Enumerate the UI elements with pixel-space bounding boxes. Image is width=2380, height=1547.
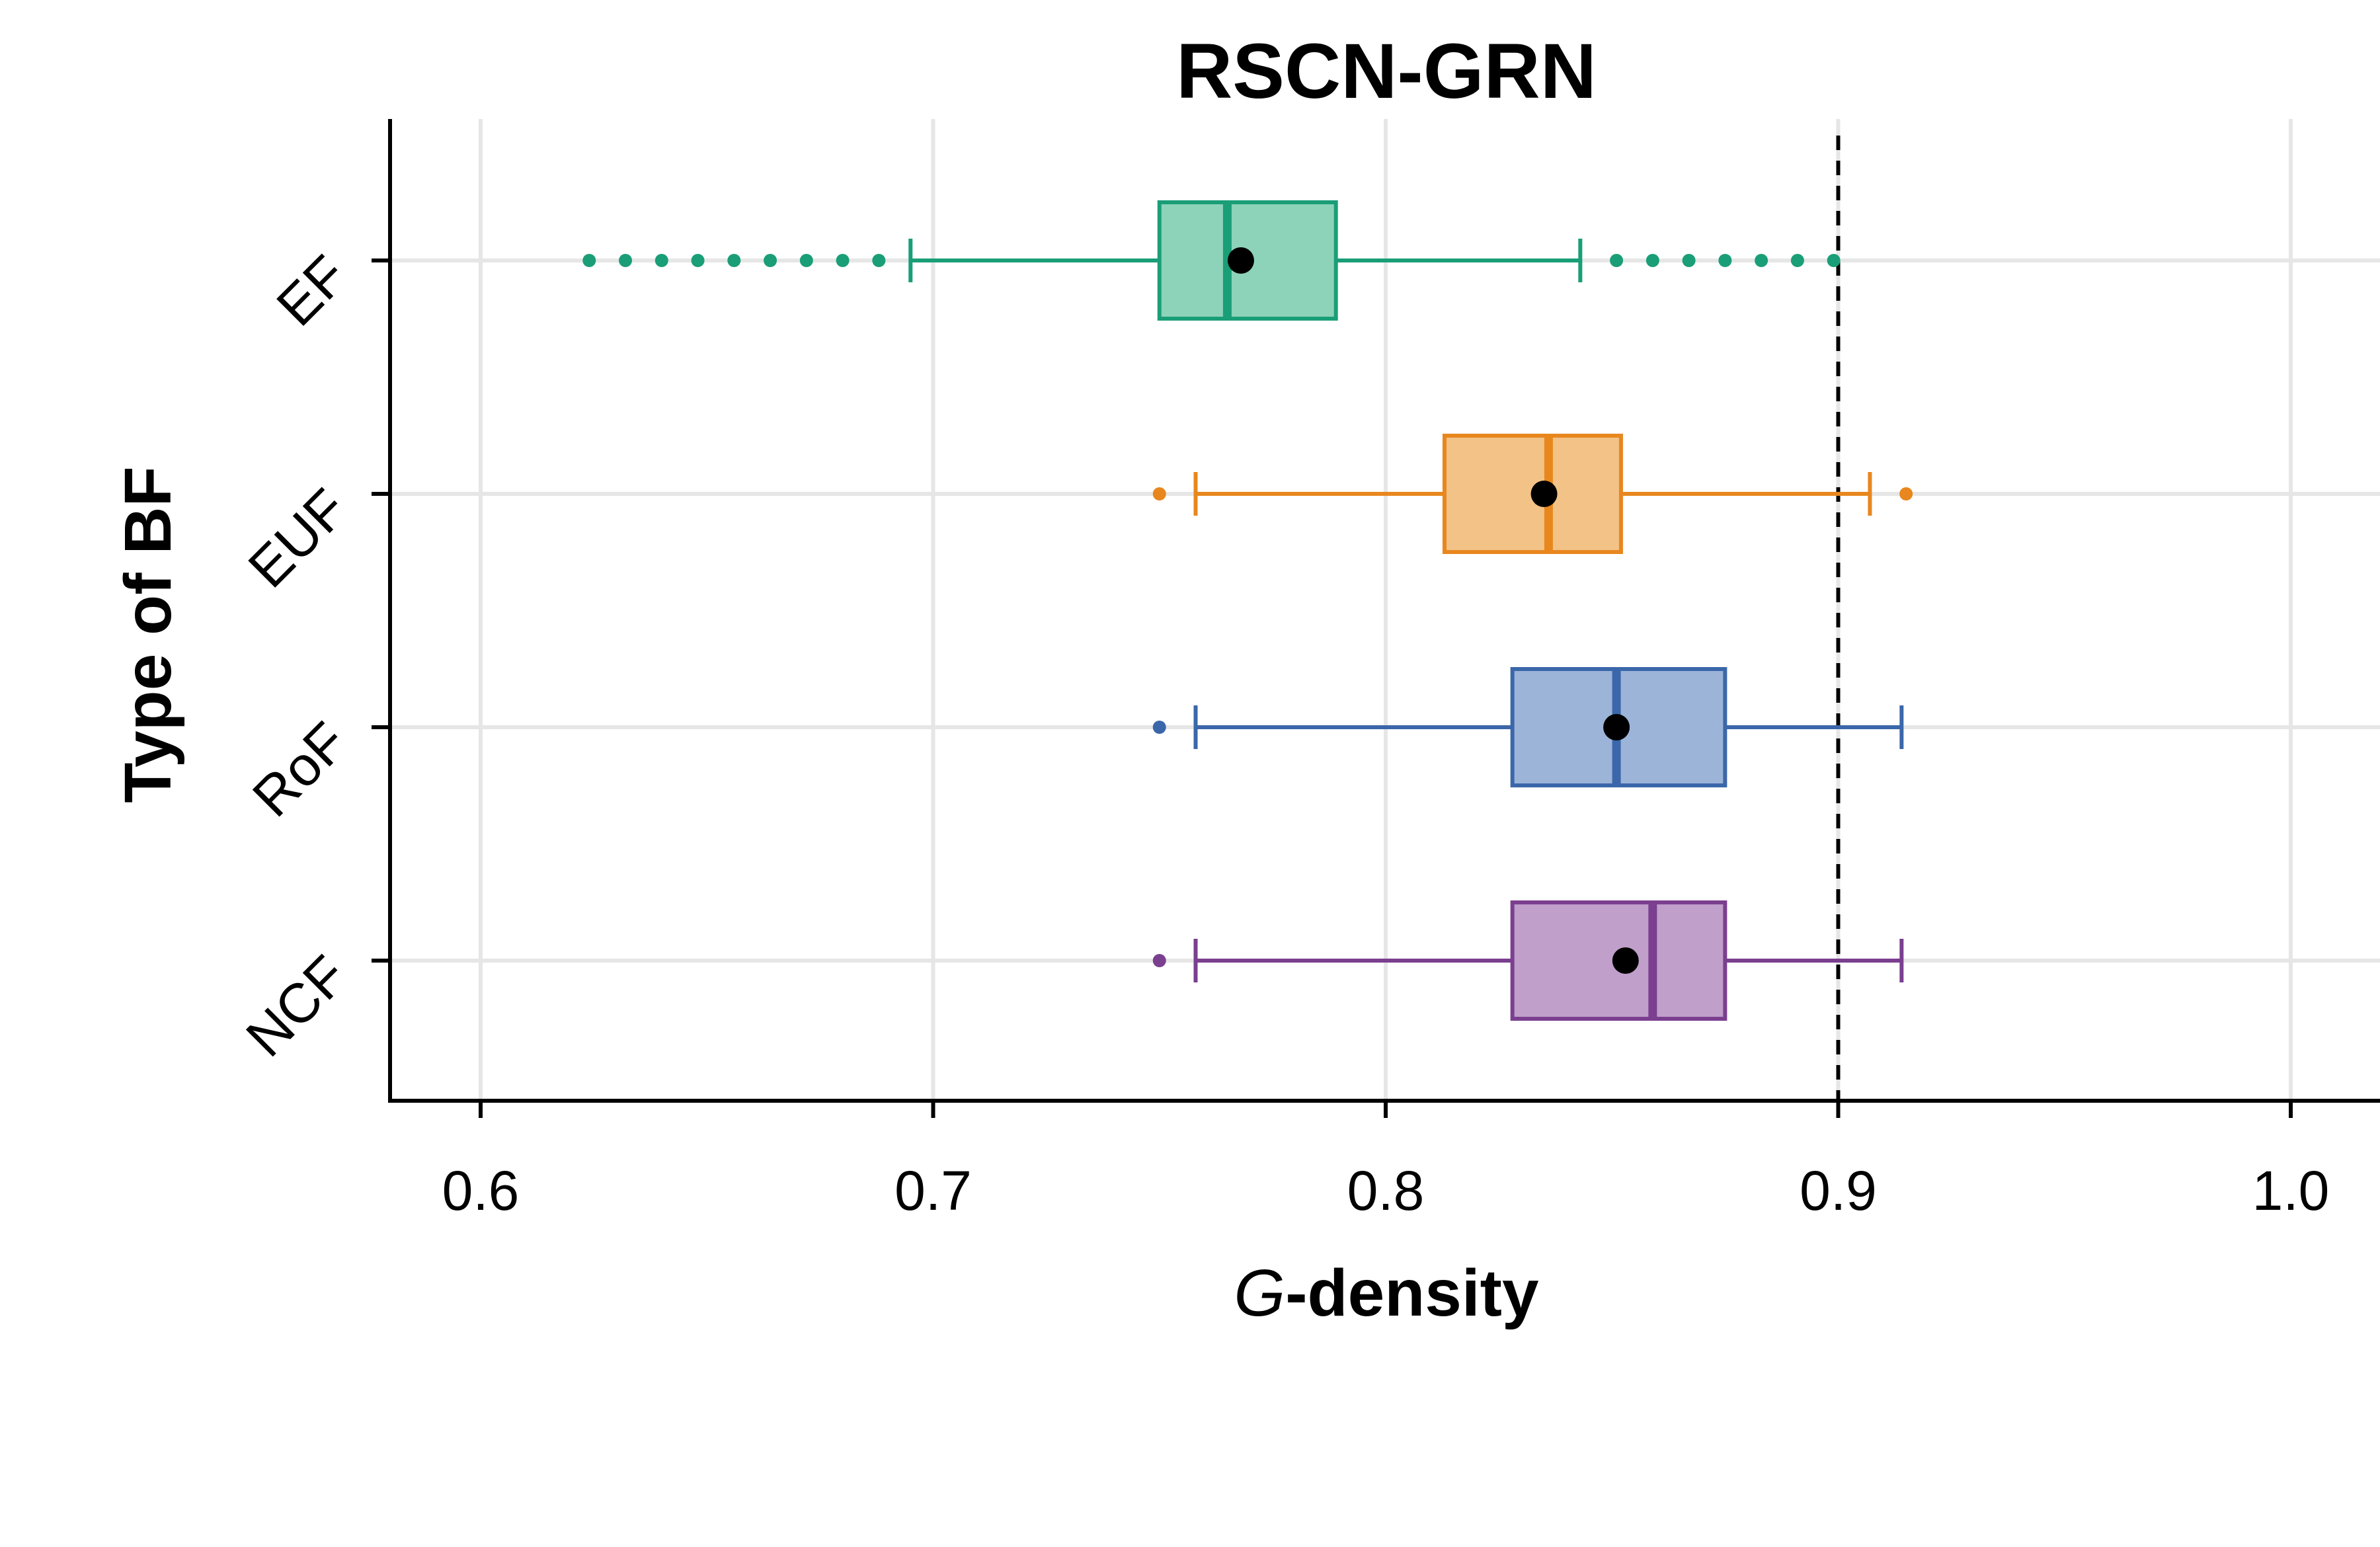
outlier-point: [1152, 954, 1166, 967]
y-axis-title: Type of BF: [111, 466, 185, 803]
y-tick-label: EF: [264, 243, 358, 337]
x-axis-title-rest: -density: [1285, 1256, 1539, 1330]
outlier-point: [1790, 254, 1804, 267]
outlier-point: [691, 254, 705, 267]
x-tick-label: 1.0: [2252, 1160, 2330, 1222]
outlier-point: [1827, 254, 1841, 267]
outlier-point: [799, 254, 813, 267]
outlier-point: [582, 254, 596, 267]
outlier-point: [1152, 487, 1166, 500]
outlier-point: [1755, 254, 1768, 267]
x-tick-label: 0.9: [1800, 1160, 1877, 1222]
outlier-point: [654, 254, 668, 267]
outlier-point: [1682, 254, 1696, 267]
mean-marker: [1603, 714, 1630, 740]
outlier-point: [872, 254, 886, 267]
grid-layer: [390, 119, 2380, 1101]
boxes-layer: [582, 200, 1913, 1021]
outlier-point: [764, 254, 777, 267]
x-tick-label: 0.7: [894, 1160, 972, 1222]
x-tick-label: 0.6: [442, 1160, 520, 1222]
outlier-point: [727, 254, 741, 267]
box-group-ncf: [1152, 900, 1904, 1021]
box-group-euf: [1152, 434, 1913, 554]
mean-marker: [1530, 481, 1558, 507]
outlier-point: [1152, 721, 1166, 734]
outlier-point: [1899, 487, 1913, 500]
outlier-point: [1646, 254, 1659, 267]
outlier-point: [836, 254, 850, 267]
mean-marker: [1612, 947, 1639, 974]
x-axis-title-italic: G: [1234, 1256, 1285, 1330]
box-group-ef: [582, 200, 1841, 321]
y-tick-label: RoF: [241, 710, 359, 828]
box-group-rof: [1152, 667, 1904, 787]
y-tick-label: EUF: [236, 477, 358, 599]
x-axis-title: G-density: [1234, 1256, 1539, 1330]
y-tick-label: NCF: [234, 943, 359, 1068]
outlier-point: [1718, 254, 1732, 267]
outlier-point: [619, 254, 633, 267]
chart-title: RSCN-GRN: [1176, 28, 1597, 115]
x-tick-label: 0.8: [1347, 1160, 1425, 1222]
outlier-point: [1610, 254, 1624, 267]
mean-marker: [1227, 247, 1254, 274]
